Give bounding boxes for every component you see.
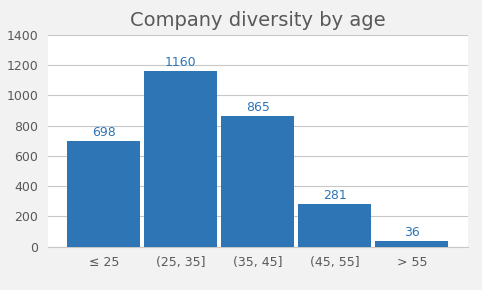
Bar	[298, 204, 372, 246]
Text: 698: 698	[92, 126, 116, 139]
Bar	[144, 71, 217, 246]
Text: 1160: 1160	[165, 56, 197, 69]
Bar	[375, 241, 448, 246]
Bar	[67, 141, 140, 246]
Text: 865: 865	[246, 101, 270, 114]
Text: 36: 36	[404, 226, 420, 239]
Text: 281: 281	[323, 189, 347, 202]
Bar	[221, 116, 295, 246]
Title: Company diversity by age: Company diversity by age	[130, 12, 386, 30]
